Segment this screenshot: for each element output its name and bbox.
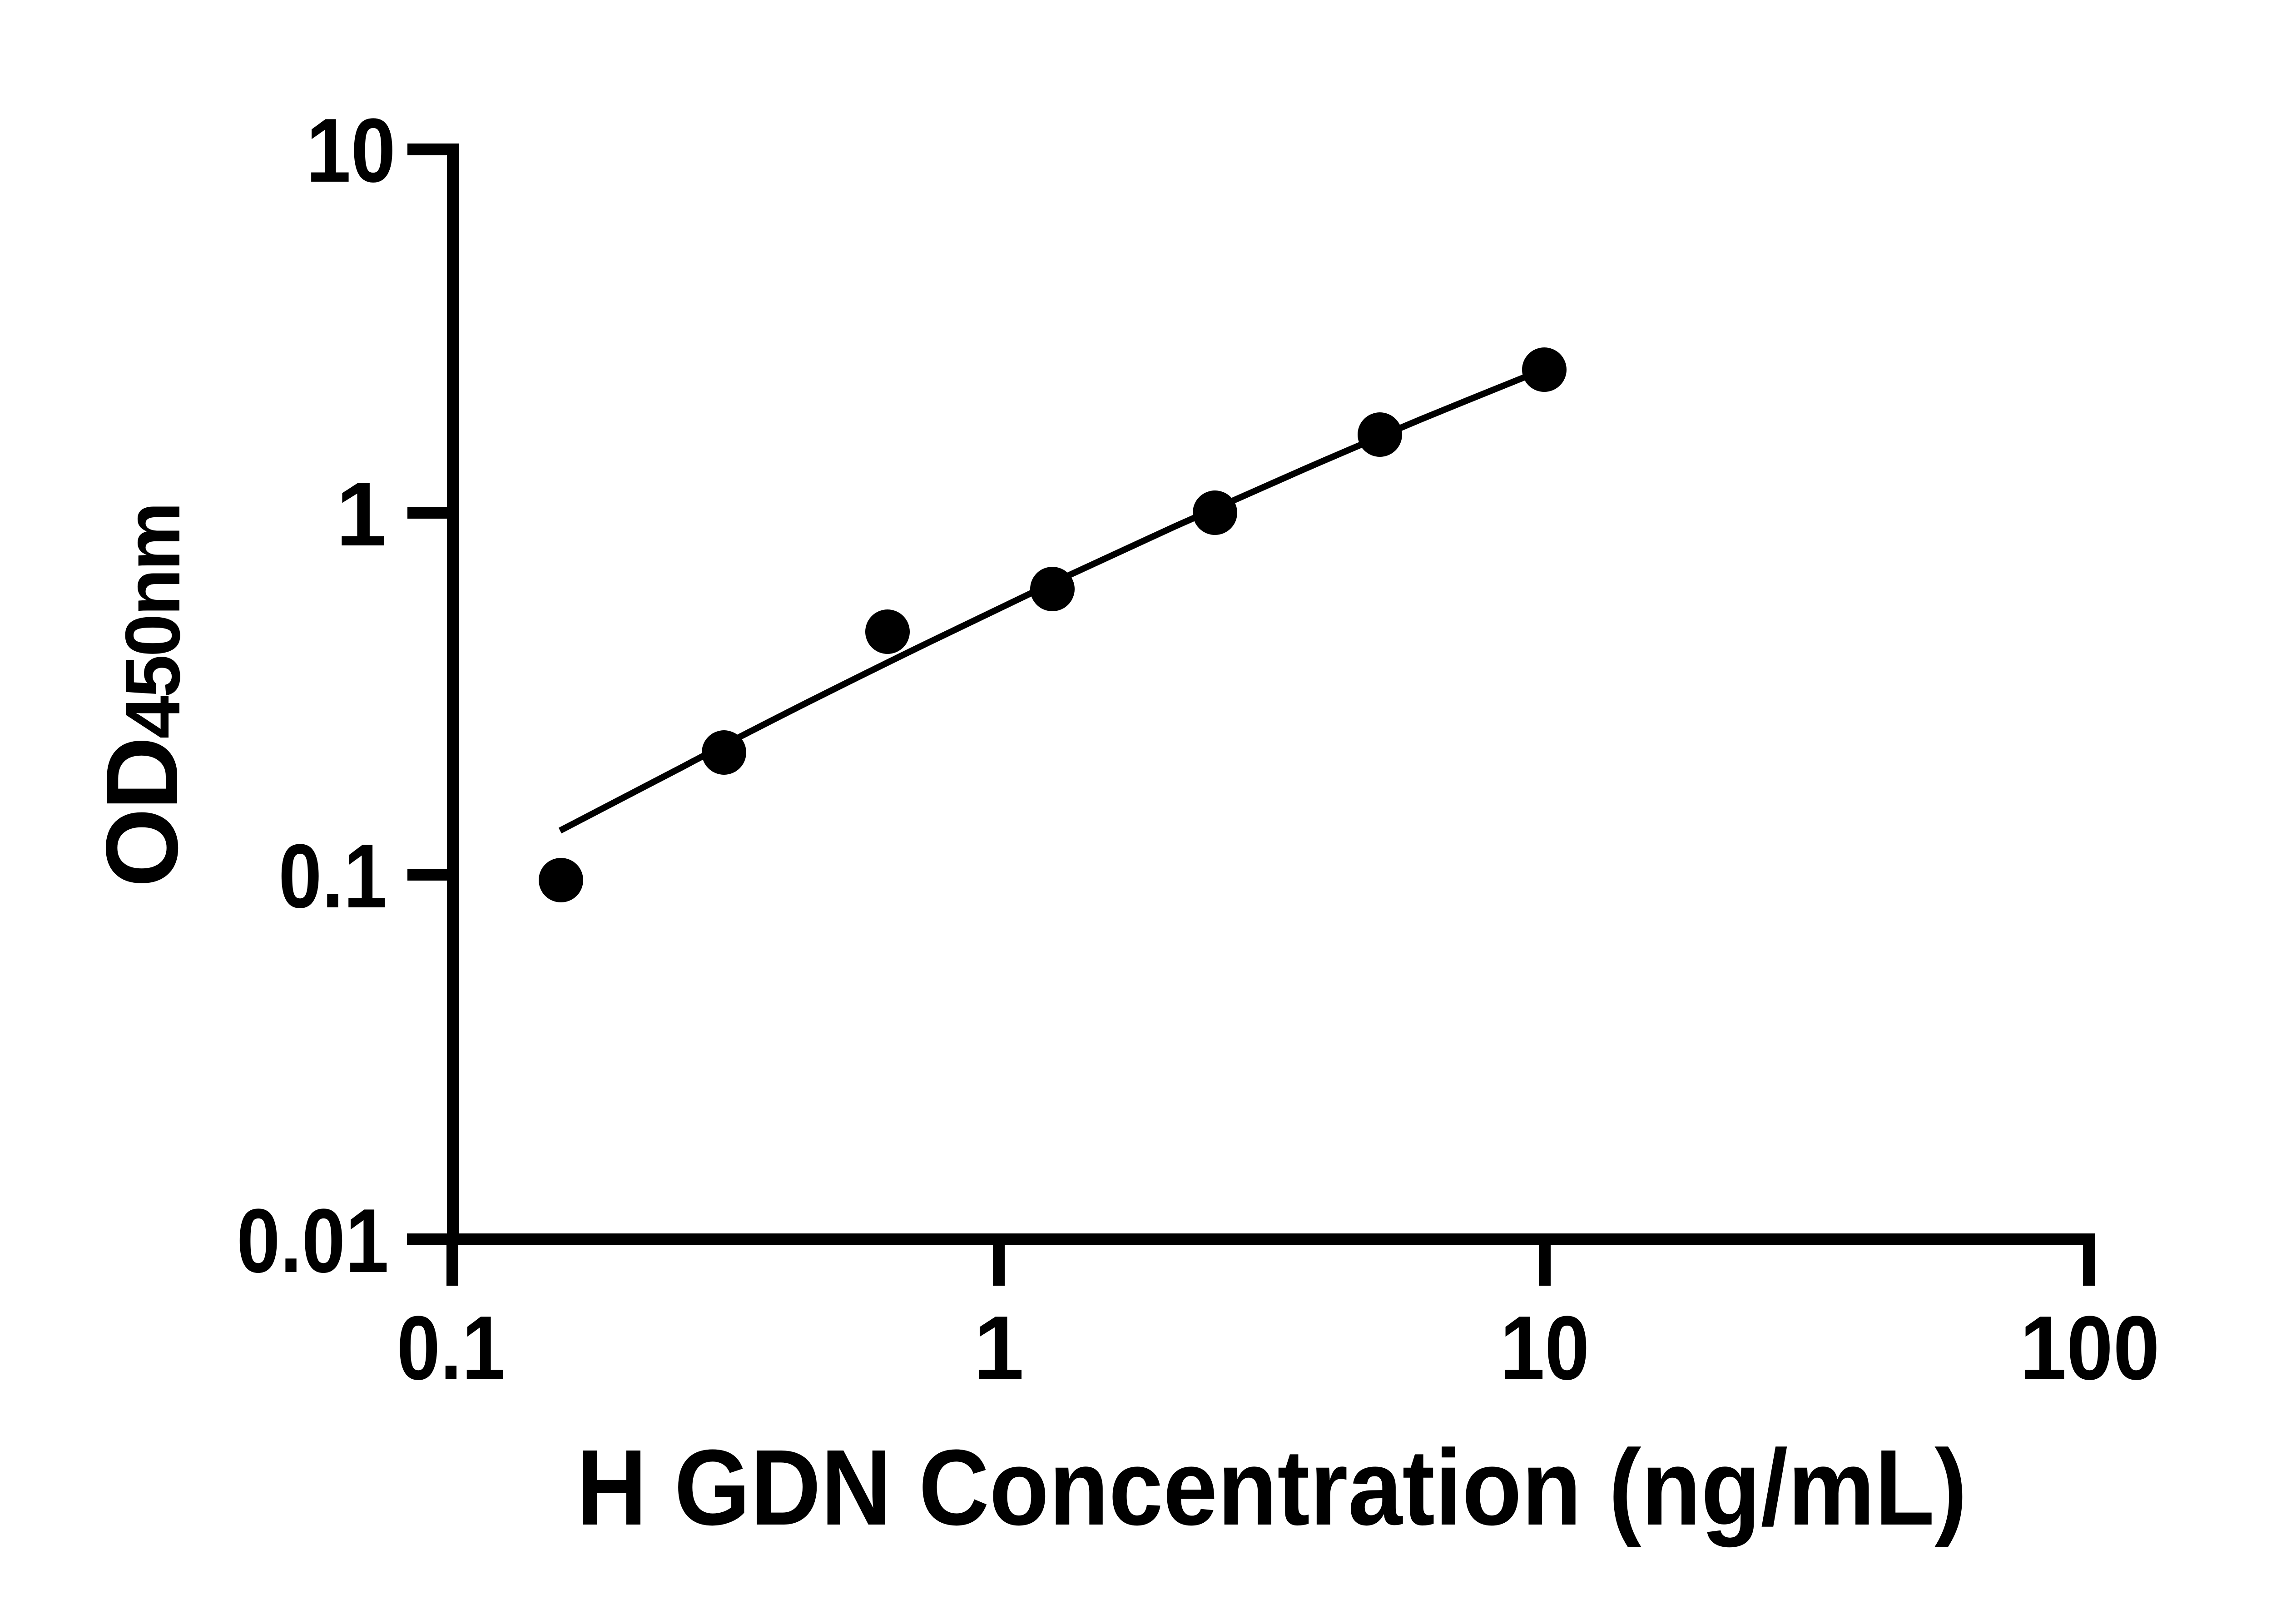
svg-text:10: 10 — [1500, 1297, 1590, 1399]
svg-text:H GDN Concentration (ng/mL): H GDN Concentration (ng/mL) — [576, 1427, 1967, 1548]
svg-text:0.1: 0.1 — [278, 826, 387, 927]
svg-text:100: 100 — [2020, 1297, 2160, 1399]
svg-text:1: 1 — [336, 464, 387, 565]
svg-text:10: 10 — [306, 100, 396, 201]
svg-text:0.01: 0.01 — [237, 1190, 389, 1292]
svg-text:1: 1 — [973, 1297, 1024, 1399]
svg-text:OD450nm: OD450nm — [84, 504, 199, 887]
svg-text:0.1: 0.1 — [397, 1297, 506, 1399]
